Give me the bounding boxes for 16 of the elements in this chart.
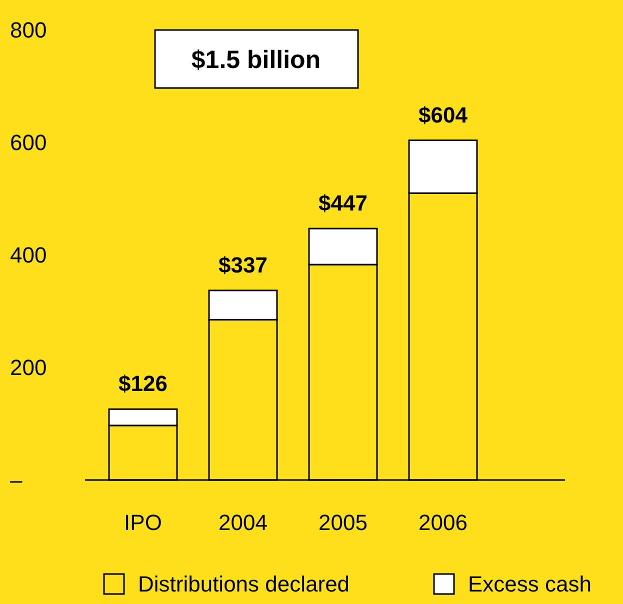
y-tick-label: 800 — [10, 18, 47, 43]
y-tick-label: 400 — [10, 242, 47, 268]
total-label: $604 — [418, 102, 468, 128]
x-tick-label: 2005 — [318, 510, 368, 535]
total-label: $337 — [218, 252, 268, 278]
total-label: $447 — [318, 190, 368, 216]
y-tick-label: 200 — [10, 355, 47, 380]
x-tick-label: IPO — [124, 510, 162, 535]
y-tick-label: 600 — [10, 130, 47, 156]
annotation: $1.5 billion — [191, 46, 321, 74]
legend-label: Excess cash — [468, 572, 592, 597]
y-tick-label: – — [10, 468, 23, 493]
x-tick-label: 2004 — [218, 510, 268, 535]
total-label: $126 — [118, 371, 168, 396]
legend-label: Distributions declared — [138, 572, 350, 597]
x-tick-label: 2006 — [418, 510, 468, 535]
